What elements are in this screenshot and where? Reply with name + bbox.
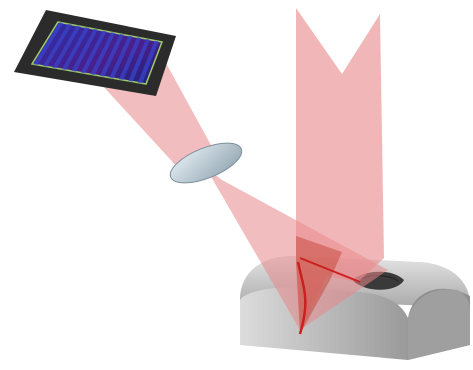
image-sensor xyxy=(14,10,176,96)
laser-line xyxy=(296,261,307,335)
sensor-stripe xyxy=(99,33,124,77)
sensor-stripe xyxy=(42,23,72,67)
sensor-stripe xyxy=(71,28,98,72)
object-front-face xyxy=(240,287,408,360)
sensor-stripe xyxy=(80,30,107,74)
sensor-stripe xyxy=(33,22,64,65)
sensor-stripe xyxy=(52,25,81,69)
sensor-stripe xyxy=(128,38,150,82)
laser-sheet xyxy=(296,8,384,334)
sensor-stripe xyxy=(118,37,142,80)
sensor-stripe xyxy=(137,40,159,84)
sensor-stripe xyxy=(109,35,133,79)
imaging-lens xyxy=(169,142,243,184)
laser-line-top xyxy=(299,257,361,283)
sensor-stripe xyxy=(61,27,90,70)
sensor-stripes xyxy=(33,22,159,84)
sensor-stripe xyxy=(90,32,116,75)
